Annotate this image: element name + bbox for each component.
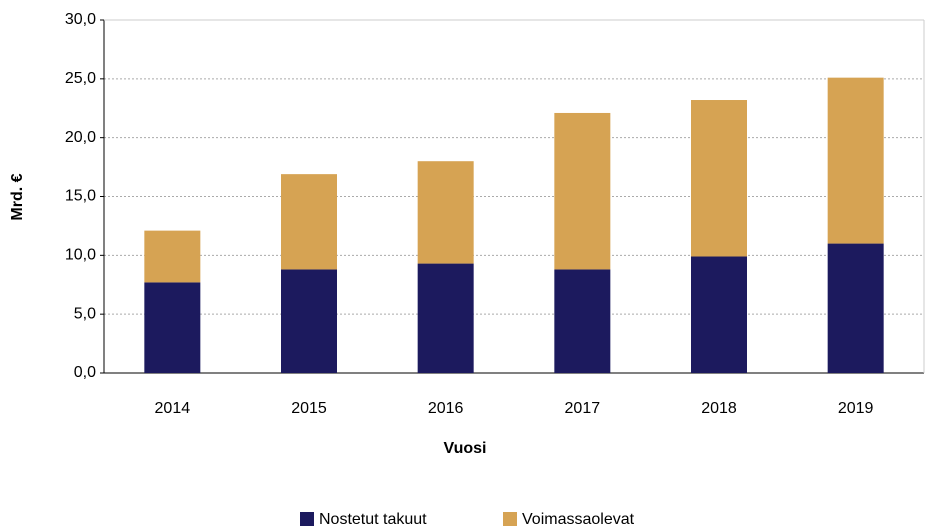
bar-segment (554, 112, 611, 270)
x-tick-label: 2015 (291, 400, 327, 417)
x-axis-title: Vuosi (444, 440, 487, 457)
x-tick-label: 2016 (428, 400, 464, 417)
bar-segment (281, 269, 337, 373)
legend-swatch (503, 512, 517, 526)
y-tick-label: 10,0 (65, 247, 96, 264)
bar-segment (417, 161, 474, 264)
legend-label: Nostetut takuut (319, 511, 427, 528)
legend-swatch (300, 512, 314, 526)
y-tick-label: 5,0 (74, 305, 96, 322)
x-tick-label: 2014 (155, 400, 191, 417)
y-tick-label: 30,0 (65, 11, 96, 28)
x-tick-label: 2019 (838, 400, 874, 417)
bar-segment (144, 230, 201, 283)
legend-label: Voimassaolevat (522, 511, 635, 528)
bar-segment (691, 100, 747, 257)
bar-segment (827, 77, 884, 244)
y-tick-label: 15,0 (65, 188, 96, 205)
bar-segment (691, 256, 747, 373)
x-tick-label: 2017 (565, 400, 601, 417)
bar-segment (554, 269, 611, 373)
bar-segment (827, 243, 884, 373)
bar-segment (144, 282, 201, 373)
y-axis-title: Mrd. € (9, 173, 26, 220)
bar-segment (417, 263, 474, 373)
x-tick-label: 2018 (701, 400, 737, 417)
y-tick-label: 0,0 (74, 364, 96, 381)
y-tick-label: 20,0 (65, 129, 96, 146)
y-tick-label: 25,0 (65, 70, 96, 87)
bar-segment (281, 174, 337, 270)
